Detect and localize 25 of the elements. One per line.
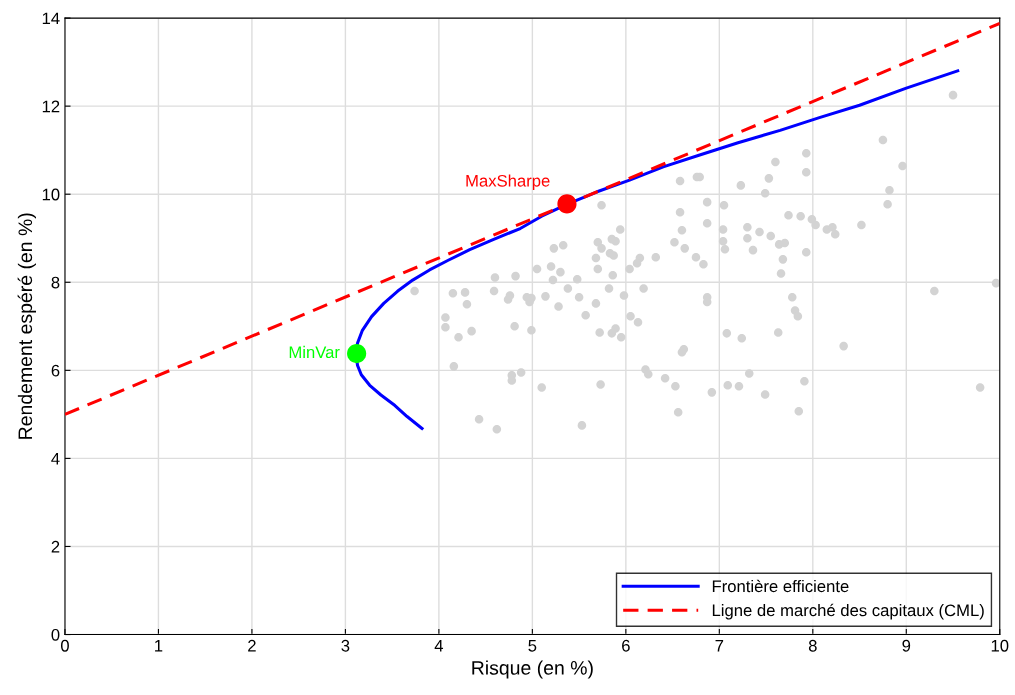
legend-label: Ligne de marché des capitaux (CML) bbox=[712, 603, 984, 620]
y-tick-label: 0 bbox=[51, 628, 60, 641]
y-axis-title: Rendement espéré (en %) bbox=[17, 213, 37, 439]
x-tick-label: 9 bbox=[902, 639, 911, 652]
series-label: MinVar bbox=[289, 345, 340, 359]
x-axis-title: Risque (en %) bbox=[472, 660, 593, 679]
y-tick-label: 8 bbox=[51, 276, 60, 289]
series-label: MaxSharpe bbox=[466, 174, 550, 190]
x-tick-label: 7 bbox=[715, 640, 724, 652]
y-tick-label: 14 bbox=[42, 12, 60, 25]
x-tick-label: 1 bbox=[155, 640, 163, 652]
x-tick-label: 5 bbox=[528, 640, 537, 652]
y-tick-label: 10 bbox=[42, 188, 60, 201]
y-tick-label: 6 bbox=[51, 364, 60, 377]
x-tick-label: 4 bbox=[434, 640, 444, 652]
legend-label: Frontière efficiente bbox=[712, 579, 849, 593]
x-tick-label: 10 bbox=[991, 639, 1009, 652]
x-tick-label: 8 bbox=[808, 639, 817, 652]
x-tick-label: 3 bbox=[341, 639, 350, 652]
x-tick-label: 2 bbox=[248, 639, 256, 652]
y-tick-label: 12 bbox=[42, 100, 60, 113]
y-tick-label: 4 bbox=[51, 452, 60, 465]
y-tick-label: 2 bbox=[51, 540, 60, 553]
x-tick-label: 6 bbox=[622, 639, 630, 652]
x-tick-label: 0 bbox=[60, 639, 69, 652]
